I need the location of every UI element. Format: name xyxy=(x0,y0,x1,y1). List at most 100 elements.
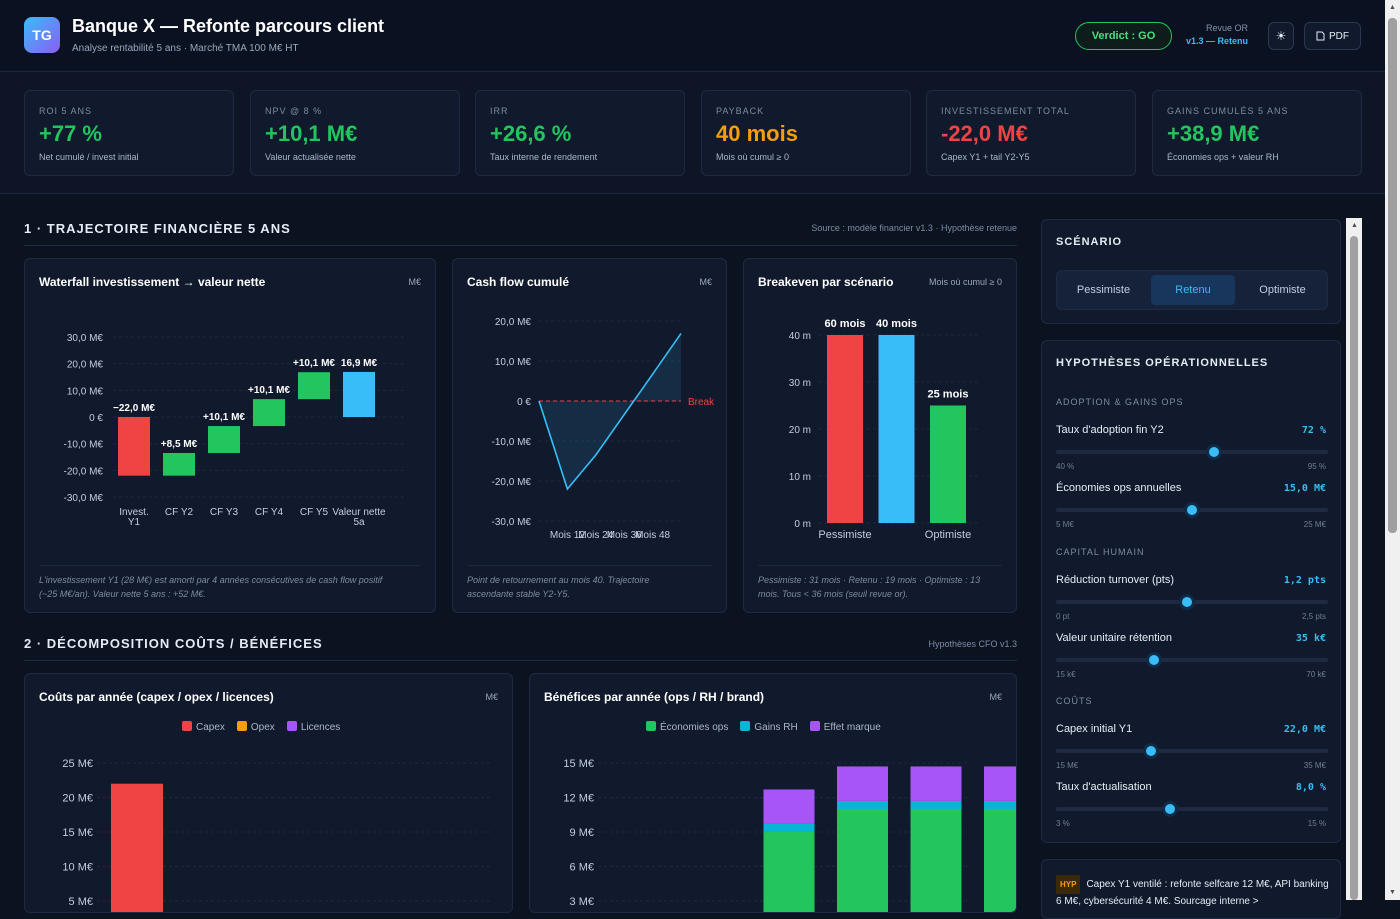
kpi-sub: Économies ops + valeur RH xyxy=(1167,152,1279,162)
x-tick-label: Mois 48 xyxy=(635,530,670,541)
scroll-down-arrow-icon[interactable]: ▼ xyxy=(1389,889,1396,896)
slider-track[interactable] xyxy=(1056,652,1328,668)
scenario-option-retenu[interactable]: Retenu xyxy=(1151,275,1235,305)
legend-item[interactable]: Effet marque xyxy=(809,721,881,733)
slider-thumb[interactable] xyxy=(1143,743,1160,759)
legend-label: Licences xyxy=(300,722,341,733)
data-label: 25 mois xyxy=(928,389,969,401)
chart-unit: Mois où cumul ≥ 0 xyxy=(929,277,1002,287)
x-tick-label: Invest. xyxy=(119,507,148,518)
kpi-label: NPV @ 8 % xyxy=(265,106,323,116)
chart-title: Waterfall investissement → valeur nette xyxy=(39,275,266,289)
chart-unit: M€ xyxy=(408,277,421,287)
slider-group-label: CAPITAL HUMAIN xyxy=(1056,547,1145,557)
legend-item[interactable]: Opex xyxy=(236,721,275,733)
x-tick-label: CF Y3 xyxy=(210,507,239,518)
page-title: Banque X — Refonte parcours client xyxy=(72,16,385,36)
waterfall-chart: 30,0 M€ 20,0 M€ 10,0 M€ 0 € -10,0 M€ -20,0 M€… xyxy=(64,333,407,528)
kpi-sub: Net cumulé / invest initial xyxy=(39,152,139,162)
stacked-bar-segment xyxy=(111,783,163,912)
breakeven-card: Breakeven par scénario Mois où cumul ≥ 0… xyxy=(743,258,1017,613)
x-tick-label: Y1 xyxy=(128,517,141,528)
stacked-bar-segment xyxy=(763,832,815,912)
stacked-bar-segment xyxy=(837,766,888,801)
footnote-divider xyxy=(39,565,421,566)
y-tick-label: -30,0 M€ xyxy=(64,493,104,504)
y-tick-label: -10,0 M€ xyxy=(492,437,532,448)
legend-item[interactable]: Gains RH xyxy=(740,721,798,733)
panel-scrollbar-thumb[interactable] xyxy=(1350,236,1358,900)
kpi-sub: Taux interne de rendement xyxy=(490,152,598,162)
kpi-sub: Capex Y1 + tail Y2-Y5 xyxy=(941,152,1030,162)
scenario-option-pessimiste[interactable]: Pessimiste xyxy=(1076,284,1131,296)
slider-thumb[interactable] xyxy=(1205,444,1222,460)
slider-thumb[interactable] xyxy=(1178,594,1195,610)
slider-group-label: ADOPTION & GAINS OPS xyxy=(1056,397,1184,407)
hypothesis-note: HYP Capex Y1 ventilé : refonte selfcare 1… xyxy=(1041,859,1341,919)
legend-item[interactable]: Économies ops xyxy=(646,721,728,733)
section-note-breakdown: Hypothèses CFO v1.3 xyxy=(928,639,1017,649)
hyp-tag: HYP xyxy=(1056,875,1081,894)
legend-swatch xyxy=(182,721,192,731)
slider-track[interactable] xyxy=(1056,743,1328,759)
y-tick-label: -10,0 M€ xyxy=(64,440,104,451)
y-tick-label: 15 M€ xyxy=(62,827,93,839)
page-scrollbar[interactable]: ▲ ▼ xyxy=(1385,0,1400,900)
cashflow-chart: 20,0 M€ 10,0 M€ 0 € -10,0 M€ -20,0 M€ -30,0 M… xyxy=(492,317,716,541)
scroll-up-arrow-icon[interactable]: ▲ xyxy=(1351,222,1358,229)
legend-item[interactable]: Capex xyxy=(182,721,225,733)
stacked-bar-segment xyxy=(763,823,815,832)
data-label: +10,1 M€ xyxy=(203,412,245,423)
waterfall-bar xyxy=(118,417,150,476)
slider-min: 5 M€ xyxy=(1056,520,1074,529)
kpi-label: INVESTISSEMENT TOTAL xyxy=(941,106,1070,116)
waterfall-bar xyxy=(163,453,195,476)
slider-track[interactable] xyxy=(1056,801,1328,817)
kpi-card-roi: ROI 5 ANS +77 % Net cumulé / invest init… xyxy=(24,90,234,176)
legend-swatch xyxy=(286,721,297,731)
kpi-value: +77 % xyxy=(39,121,102,146)
x-tick-label: CF Y2 xyxy=(165,507,194,518)
y-tick-label: 10,0 M€ xyxy=(495,357,532,368)
waterfall-bar xyxy=(253,399,285,427)
y-tick-label: 6 M€ xyxy=(570,862,594,874)
stacked-bar-segment xyxy=(837,800,888,809)
kpi-card-gains: GAINS CUMULÉS 5 ANS +38,9 M€ Économies o… xyxy=(1152,90,1362,176)
app-logo: TG xyxy=(24,17,60,53)
chart-title: Cash flow cumulé xyxy=(467,275,570,289)
slider-thumb[interactable] xyxy=(1145,652,1162,668)
y-tick-label: 20 m xyxy=(789,425,811,436)
slider-thumb[interactable] xyxy=(1184,502,1200,518)
data-label: 40 mois xyxy=(876,318,917,330)
slider-thumb[interactable] xyxy=(1162,801,1179,817)
review-version[interactable]: v1.3 — Retenu xyxy=(1185,36,1248,46)
chart-footnote-line-2: ascendante stable Y2-Y5. xyxy=(467,589,570,599)
y-tick-label: 0 m xyxy=(794,519,811,530)
waterfall-bar xyxy=(208,426,240,453)
stacked-bar-segment xyxy=(910,766,962,801)
scroll-up-arrow-icon[interactable]: ▲ xyxy=(1389,4,1396,11)
panel-scrollbar[interactable]: ▲ xyxy=(1346,218,1362,900)
slider-track[interactable] xyxy=(1056,502,1328,518)
chart-footnote-line-1: Pessimiste : 31 mois · Retenu : 19 mois … xyxy=(758,575,981,585)
legend-label: Économies ops xyxy=(660,722,729,733)
export-pdf-button[interactable]: PDF xyxy=(1304,22,1361,50)
scenario-option-optimiste[interactable]: Optimiste xyxy=(1259,284,1306,296)
cashflow-card: Cash flow cumulé M€ 20,0 M€ 10,0 M€ 0 € -10… xyxy=(452,258,727,613)
page-scrollbar-thumb[interactable] xyxy=(1388,18,1397,533)
slider-track[interactable] xyxy=(1056,594,1328,610)
legend-item[interactable]: Licences xyxy=(286,721,341,733)
theme-toggle-button[interactable]: ☀ xyxy=(1268,22,1294,50)
y-tick-label: 9 M€ xyxy=(570,827,594,839)
y-tick-label: 25 M€ xyxy=(62,758,93,770)
chart-unit: M€ xyxy=(989,692,1002,702)
costs-chart: 25 M€ 20 M€ 15 M€ 10 M€ 5 M€ xyxy=(62,758,493,912)
slider-max: 15 % xyxy=(1307,819,1326,828)
chart-unit: M€ xyxy=(699,277,712,287)
kpi-card-payback: PAYBACK 40 mois Mois où cumul ≥ 0 xyxy=(701,90,911,176)
hyp-note-body: Capex Y1 ventilé : refonte selfcare 12 M… xyxy=(1056,879,1329,907)
legend-label: Opex xyxy=(250,722,275,733)
slider-track[interactable] xyxy=(1056,444,1328,460)
kpi-value: +26,6 % xyxy=(490,121,572,146)
x-tick-label: Optimiste xyxy=(925,529,971,541)
